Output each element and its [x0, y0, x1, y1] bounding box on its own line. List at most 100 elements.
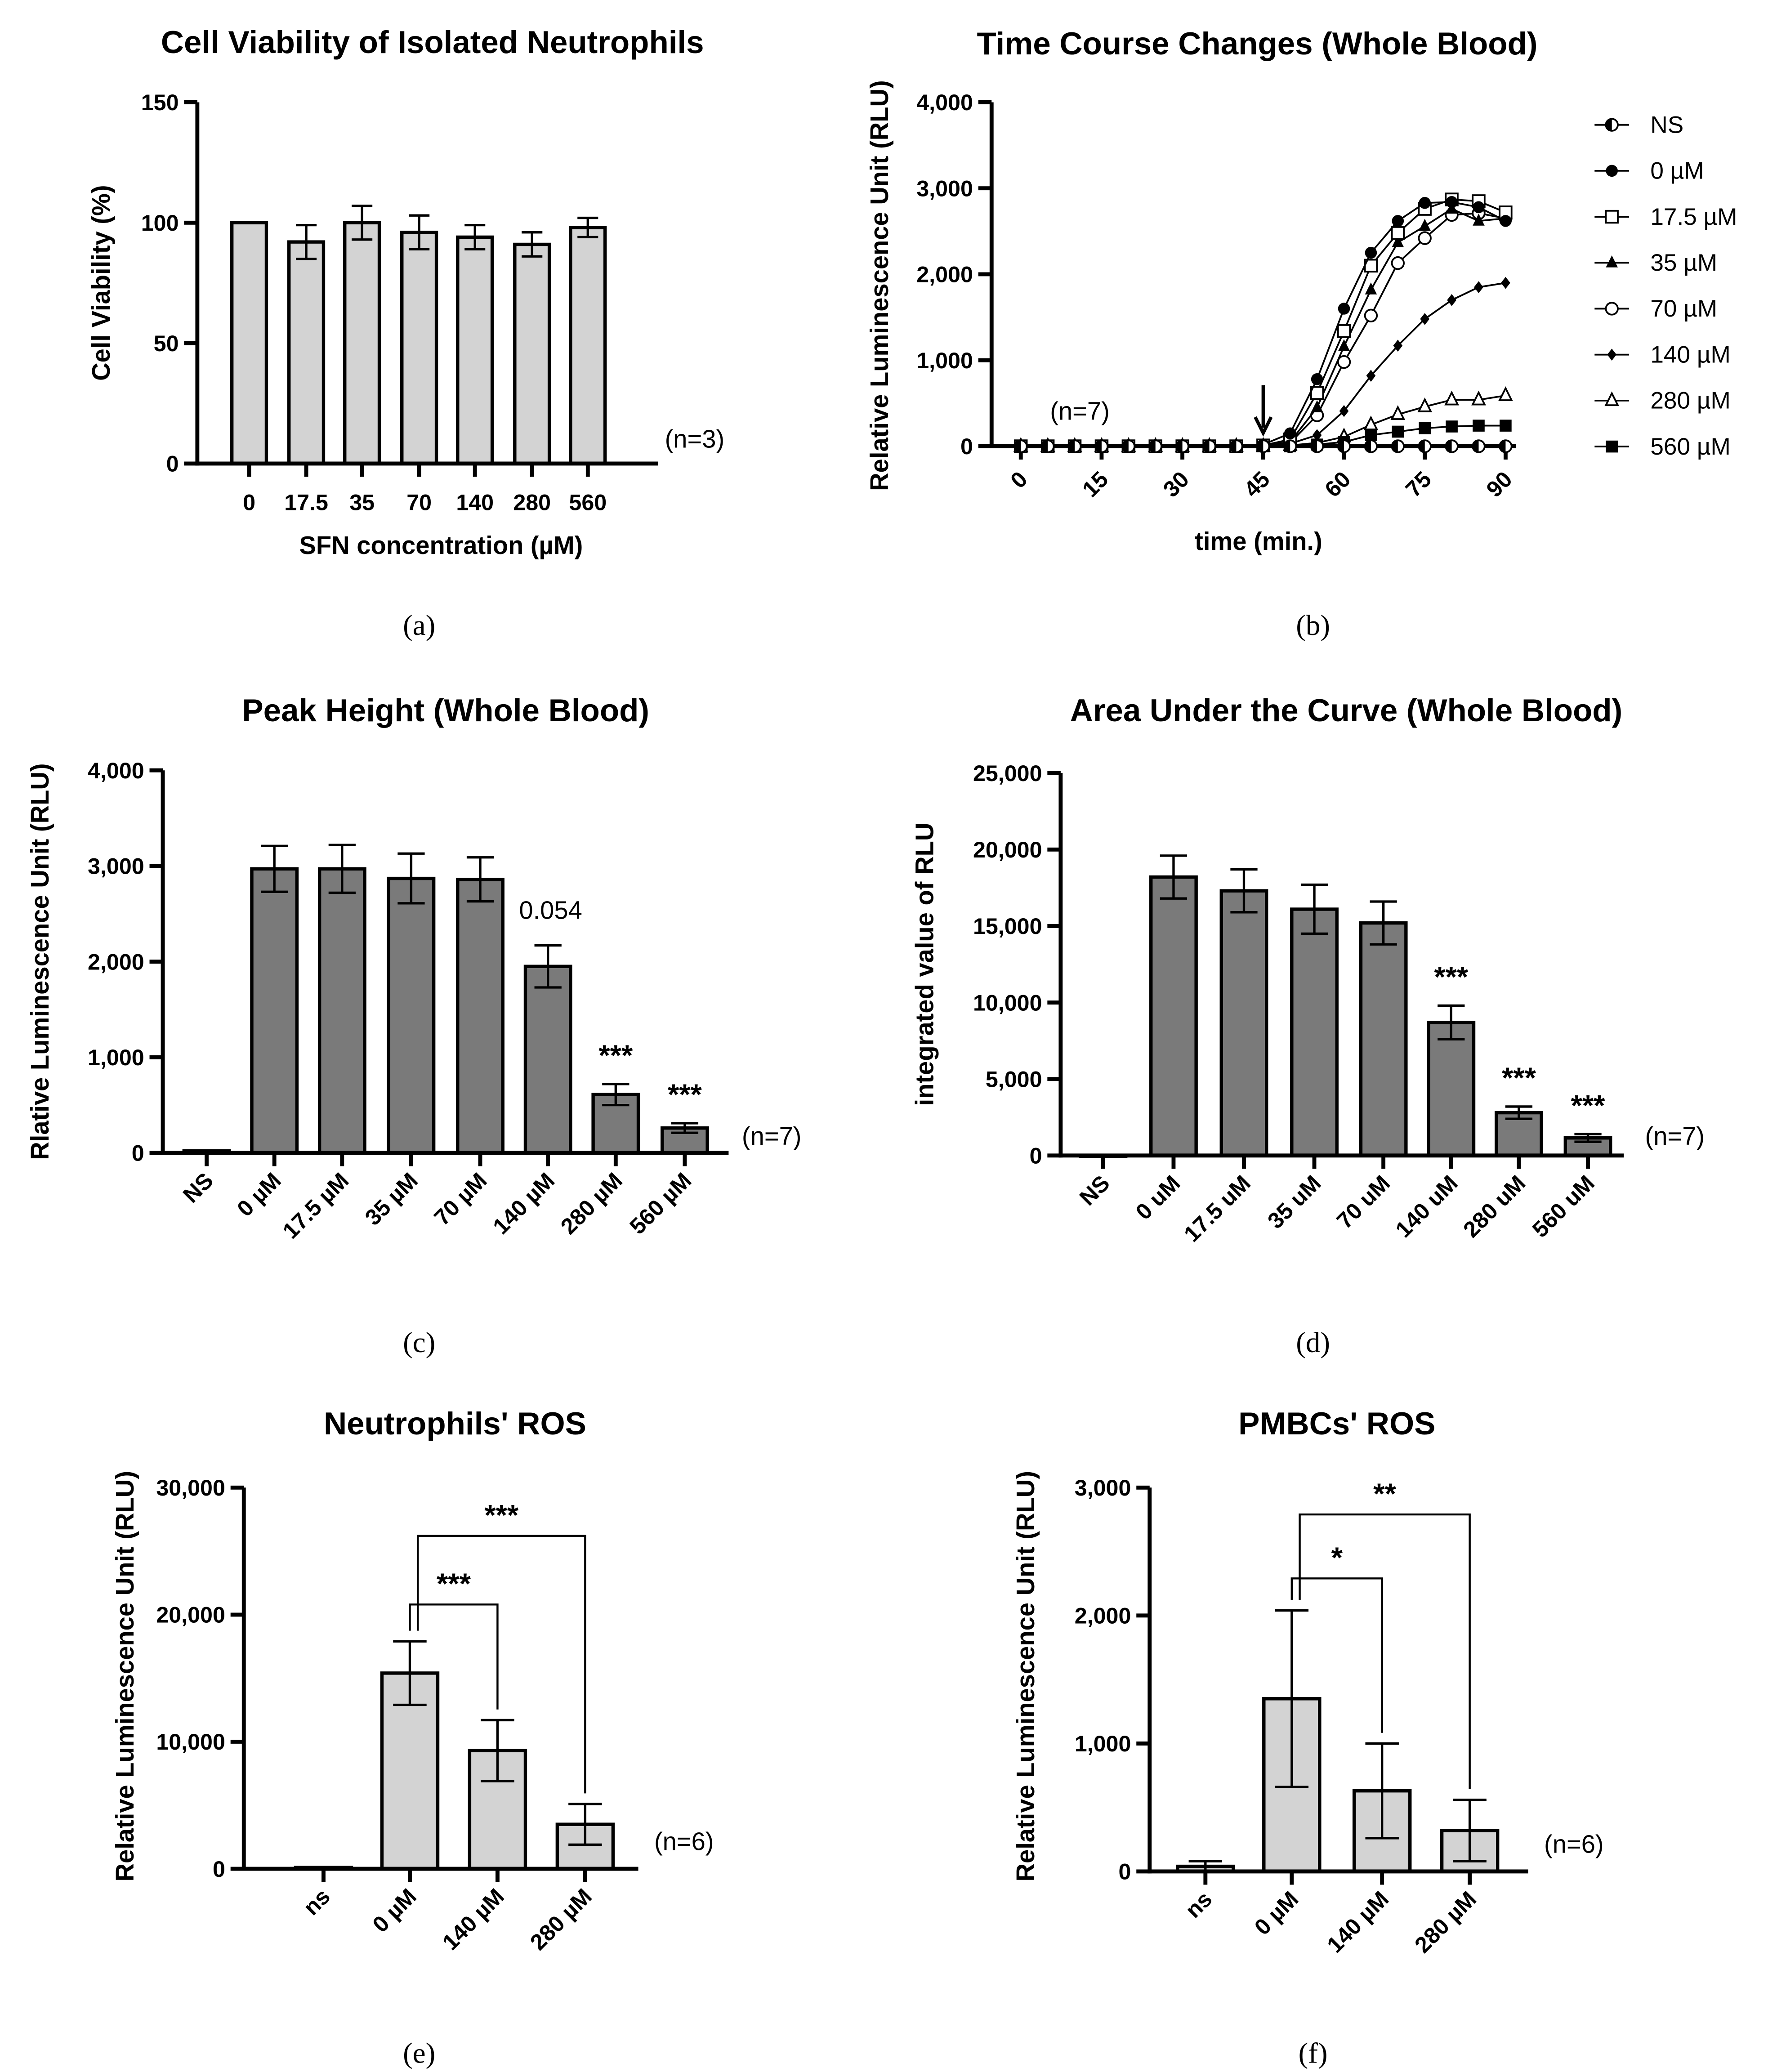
x-tick-label: 560	[569, 490, 607, 515]
x-axis-label: SFN concentration (µM)	[299, 531, 583, 559]
legend-label: 140 µM	[1650, 341, 1730, 368]
data-point	[1337, 324, 1351, 338]
legend-marker-icon	[1605, 302, 1619, 316]
significance-label: ***	[598, 1039, 633, 1072]
y-tick-label: 0	[166, 451, 179, 477]
data-point	[1391, 256, 1405, 270]
data-point	[1337, 439, 1351, 453]
bar	[230, 221, 268, 465]
bar	[456, 877, 505, 1155]
bar	[1427, 1021, 1476, 1157]
bar	[1219, 889, 1268, 1157]
sample-size-note: (n=7)	[742, 1122, 802, 1150]
x-tick-label: 90	[1482, 466, 1517, 502]
chart-panel-5: PMBCs' ROS Relative Luminescence Unit (RL…	[1011, 1406, 1604, 1958]
bar	[513, 242, 551, 465]
x-tick-label: 280 µM	[1410, 1886, 1481, 1958]
x-tick-label: 30	[1158, 466, 1194, 502]
chart-panel-3: Area Under the Curve (Whole Blood) integr…	[910, 693, 1705, 1247]
y-tick-label: 4,000	[916, 90, 973, 115]
legend-marker-icon	[1607, 348, 1617, 361]
panel-letter: (e)	[403, 2037, 435, 2069]
data-point	[1256, 439, 1270, 453]
chart-title: Area Under the Curve (Whole Blood)	[1070, 693, 1623, 728]
x-tick-label: 0 µM	[1250, 1886, 1303, 1940]
y-tick-label: 2,000	[1075, 1603, 1131, 1629]
data-point	[1500, 420, 1512, 432]
y-tick-label: 0	[213, 1857, 225, 1882]
legend-marker-icon	[1606, 255, 1618, 268]
y-axis-label: Relative Luminescence Unit (RLU)	[1011, 1471, 1040, 1882]
data-point	[1474, 281, 1483, 293]
data-point	[1310, 439, 1324, 453]
data-point	[1417, 397, 1433, 412]
y-axis-label: Cell Viability (%)	[87, 185, 115, 380]
data-point	[1473, 201, 1485, 214]
x-tick-label: NS	[178, 1168, 218, 1208]
panel-letter: (d)	[1296, 1326, 1330, 1359]
data-point	[1014, 439, 1028, 453]
data-point	[1148, 439, 1162, 453]
y-tick-label: 3,000	[88, 854, 144, 879]
y-tick-label: 50	[154, 331, 179, 356]
data-point	[1418, 439, 1432, 453]
data-point	[1390, 405, 1406, 420]
sample-size-note: (n=7)	[1050, 397, 1110, 425]
legend-marker-icon	[1604, 391, 1620, 406]
panel-letter: (a)	[403, 609, 435, 642]
legend-label: 17.5 µM	[1650, 204, 1737, 230]
x-tick-label: 0 uM	[1131, 1170, 1185, 1224]
x-tick-label: ns	[1180, 1886, 1217, 1923]
bar	[569, 226, 607, 465]
x-tick-label: 35 µM	[360, 1168, 423, 1230]
x-tick-label: 140 µM	[438, 1884, 509, 1955]
chart-title: Peak Height (Whole Blood)	[242, 693, 649, 728]
sample-size-note: (n=6)	[1544, 1830, 1604, 1858]
panel-letter: (b)	[1296, 609, 1330, 642]
data-point	[1202, 439, 1216, 453]
y-tick-label: 20,000	[156, 1603, 225, 1628]
sample-size-note: (n=3)	[665, 424, 725, 453]
y-tick-label: 1,000	[88, 1045, 144, 1070]
data-point	[1418, 231, 1432, 245]
y-tick-label: 3,000	[1075, 1475, 1131, 1500]
y-tick-label: 10,000	[973, 990, 1042, 1015]
chart-panel-2: Peak Height (Whole Blood) Rlative Lumines…	[26, 693, 801, 1244]
significance-label: ***	[1571, 1089, 1606, 1122]
data-point	[1446, 420, 1458, 433]
significance-label: ***	[1434, 960, 1469, 993]
bar	[317, 867, 366, 1155]
x-tick-label: 140 µM	[488, 1168, 559, 1239]
significance-label: ***	[1502, 1062, 1536, 1094]
data-point	[1311, 400, 1323, 412]
y-tick-label: 4,000	[88, 758, 144, 783]
y-tick-label: 1,000	[1075, 1731, 1131, 1756]
data-point	[1445, 439, 1459, 453]
data-point	[1067, 439, 1082, 453]
data-point	[1366, 370, 1376, 382]
data-point	[1500, 215, 1512, 227]
x-tick-label: 280 µM	[556, 1168, 627, 1239]
data-point	[1121, 439, 1136, 453]
significance-label: ***	[484, 1499, 519, 1532]
legend-marker-icon	[1606, 440, 1618, 453]
significance-label: **	[1373, 1477, 1396, 1510]
data-point	[1284, 427, 1296, 440]
x-tick-label: 0 µM	[368, 1884, 421, 1937]
y-tick-label: 15,000	[973, 914, 1042, 939]
legend: NS 0 µM 17.5 µM 35 µM 70 µM 140 µM 280 µM 560 µ…	[1594, 112, 1737, 460]
y-tick-label: 20,000	[973, 837, 1042, 862]
x-tick-label: 280 uM	[1458, 1170, 1530, 1242]
bar	[523, 965, 572, 1155]
x-tick-label: 280	[513, 490, 551, 515]
legend-label: 280 µM	[1650, 388, 1730, 414]
y-tick-label: 100	[141, 210, 179, 236]
legend-marker-icon	[1605, 118, 1619, 132]
data-point	[1471, 390, 1486, 406]
y-tick-label: 10,000	[156, 1729, 225, 1755]
panel-letter: (f)	[1299, 2037, 1328, 2069]
y-tick-label: 2,000	[88, 949, 144, 974]
data-point	[1392, 235, 1404, 247]
significance-label: ***	[668, 1078, 702, 1111]
